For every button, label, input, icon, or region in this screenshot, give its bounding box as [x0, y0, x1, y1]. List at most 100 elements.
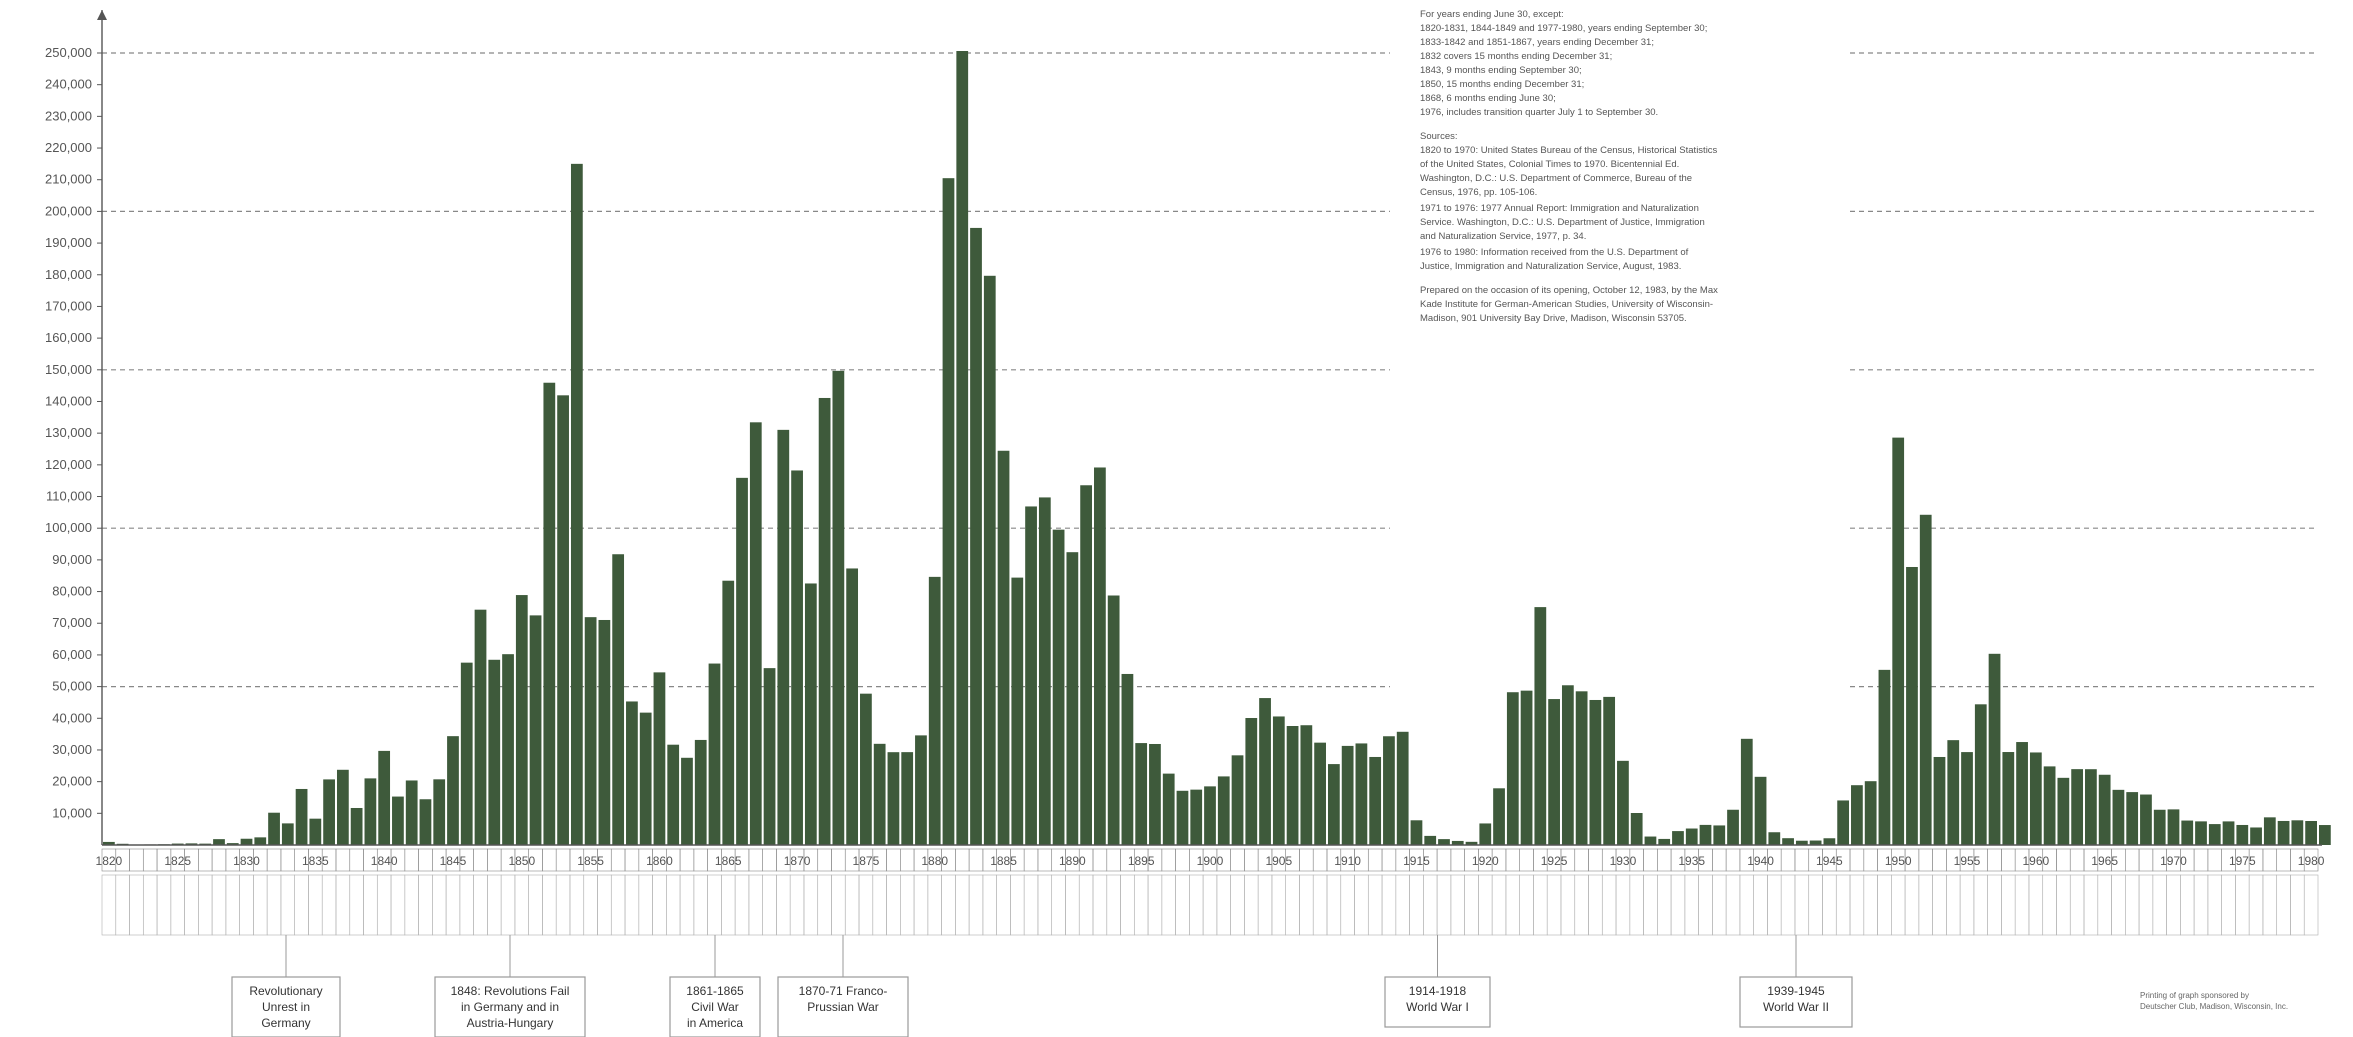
- year-strip-cell: [1712, 874, 1727, 936]
- year-strip-cell: [624, 874, 640, 936]
- event-box: [231, 976, 341, 1037]
- y-tick-label: 150,000: [45, 362, 92, 377]
- year-strip-cell: [1491, 874, 1507, 936]
- event-label: in Germany and in: [461, 1000, 559, 1014]
- bar: [873, 743, 886, 845]
- year-cell: [2276, 848, 2291, 872]
- bar: [1809, 840, 1822, 845]
- bar: [1548, 699, 1560, 845]
- year-strip-cell: [1189, 874, 1204, 936]
- bar: [694, 739, 707, 845]
- bar: [639, 712, 652, 845]
- year-strip-cell: [762, 874, 777, 936]
- bar: [1217, 776, 1230, 845]
- bar: [1314, 742, 1326, 845]
- x-tick-label: 1825: [164, 854, 191, 868]
- bar: [1080, 485, 1092, 845]
- year-strip-cell: [514, 874, 529, 936]
- bar: [1561, 685, 1574, 845]
- year-strip-cell: [1987, 874, 2002, 936]
- note-line: 1976, includes transition quarter July 1…: [1420, 107, 1659, 118]
- year-cell: [1519, 848, 1534, 872]
- year-strip-cell: [1175, 874, 1190, 936]
- year-strip-cell: [569, 874, 585, 936]
- year-strip-cell: [542, 874, 557, 936]
- year-strip-cell: [2001, 874, 2016, 936]
- year-strip-cell: [211, 874, 227, 936]
- bar: [2277, 820, 2290, 845]
- bar: [1713, 825, 1726, 845]
- year-cell: [2193, 848, 2209, 872]
- event-label: World War II: [1763, 1000, 1829, 1014]
- y-tick-label: 10,000: [52, 805, 92, 820]
- event-box: [1739, 976, 1853, 1028]
- bar: [832, 370, 845, 845]
- event-box: [669, 976, 761, 1037]
- year-strip-cell: [1684, 874, 1699, 936]
- bar: [1603, 696, 1616, 845]
- x-tick-label: 1915: [1403, 854, 1430, 868]
- year-cell: [831, 848, 846, 872]
- bar: [1782, 838, 1794, 845]
- bar: [2098, 774, 2111, 845]
- y-tick-label: 170,000: [45, 298, 92, 313]
- year-strip-cell: [1877, 874, 1892, 936]
- bar: [281, 823, 294, 845]
- year-strip-cell: [638, 874, 653, 936]
- bar: [1974, 704, 1987, 845]
- year-strip-cell: [1546, 874, 1562, 936]
- year-strip-cell: [1161, 874, 1176, 936]
- bar: [1465, 841, 1478, 845]
- note-line: 1976 to 1980: Information received from …: [1420, 247, 1689, 258]
- bar: [928, 576, 941, 845]
- y-tick-label: 40,000: [52, 710, 92, 725]
- y-tick-label: 200,000: [45, 203, 92, 218]
- year-strip-cell: [1244, 874, 1259, 936]
- y-tick-label: 140,000: [45, 393, 92, 408]
- bar: [1038, 497, 1051, 845]
- x-tick-label: 1870: [784, 854, 811, 868]
- bar: [598, 619, 611, 845]
- year-cell: [1794, 848, 1810, 872]
- year-cell: [555, 848, 571, 872]
- year-cell: [610, 848, 626, 872]
- year-strip-cell: [2125, 874, 2140, 936]
- year-strip-cell: [390, 874, 406, 936]
- x-tick-label: 1965: [2091, 854, 2118, 868]
- year-cell: [487, 848, 502, 872]
- bar: [2029, 752, 2042, 845]
- year-strip-cell: [129, 874, 144, 936]
- sponsor-credit: Printing of graph sponsored by Deutscher…: [2140, 990, 2340, 1012]
- x-tick-label: 1820: [96, 854, 123, 868]
- bar: [1699, 824, 1712, 845]
- bar: [1493, 788, 1505, 845]
- note-line: Justice, Immigration and Naturalization …: [1420, 261, 1682, 272]
- year-cell: [1588, 848, 1603, 872]
- bar: [185, 843, 198, 845]
- year-strip-cell: [1670, 874, 1686, 936]
- event-label: Germany: [261, 1016, 310, 1030]
- bar: [1451, 840, 1464, 845]
- year-strip-cell: [349, 874, 364, 936]
- bar: [1424, 835, 1437, 845]
- bar: [2319, 825, 2331, 845]
- bar: [1520, 690, 1533, 845]
- year-strip-cell: [1698, 874, 1713, 936]
- year-strip-cell: [198, 874, 213, 936]
- year-cell: [1037, 848, 1053, 872]
- bar: [2071, 769, 2084, 845]
- chart-notes: For years ending June 30, except: 1820-1…: [1420, 8, 1810, 336]
- bar: [2167, 809, 2180, 845]
- bar: [2305, 821, 2317, 845]
- bar: [1727, 809, 1739, 845]
- year-cell: [2001, 848, 2016, 872]
- year-cell: [1175, 848, 1190, 872]
- bar: [1947, 740, 1960, 845]
- year-strip-cell: [184, 874, 199, 936]
- event-label: 1870-71 Franco-: [799, 984, 888, 998]
- bar: [1162, 773, 1175, 845]
- year-strip-cell: [404, 874, 419, 936]
- year-cell: [886, 848, 901, 872]
- x-tick-label: 1885: [990, 854, 1017, 868]
- year-cell: [1381, 848, 1397, 872]
